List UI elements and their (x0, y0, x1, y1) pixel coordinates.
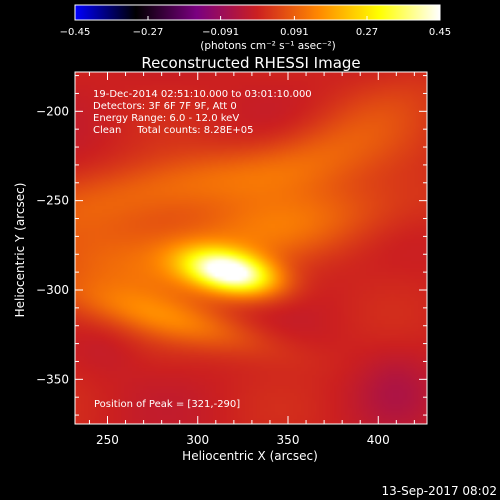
annotation-clean-counts: Clean Total counts: 8.28E+05 (93, 125, 253, 136)
colorbar-tick-label: 0.091 (280, 27, 309, 38)
x-tick-label: 300 (186, 433, 209, 447)
y-tick-label: −250 (36, 194, 69, 208)
annotation-detectors: Detectors: 3F 6F 7F 9F, Att 0 (93, 101, 237, 112)
heatmap-image (75, 72, 427, 424)
footer-timestamp: 13-Sep-2017 08:02 (382, 484, 497, 498)
colorbar-units-label: (photons cm⁻² s⁻¹ asec⁻²) (200, 40, 335, 52)
x-axis-label: Heliocentric X (arcsec) (182, 449, 318, 463)
x-tick-label: 350 (277, 433, 300, 447)
chart-title: Reconstructed RHESSI Image (141, 54, 360, 72)
y-tick-label: −300 (36, 283, 69, 297)
colorbar-tick-label: 0.45 (429, 27, 451, 38)
axes: 250 300 350 400 −200 −250 −300 −350 (36, 72, 427, 447)
colorbar-tick-label: −0.27 (133, 27, 164, 38)
plot-frame (74, 71, 428, 425)
x-tick-label: 400 (367, 433, 390, 447)
y-tick-label: −200 (36, 104, 69, 118)
annotation-block: 19-Dec-2014 02:51:10.000 to 03:01:10.000… (93, 89, 312, 136)
colorbar (74, 4, 441, 21)
annotation-energy-range: Energy Range: 6.0 - 12.0 keV (93, 113, 239, 124)
y-axis-label: Heliocentric Y (arcsec) (13, 183, 27, 318)
colorbar-tick-label: −0.091 (202, 27, 239, 38)
colorbar-ticks: −0.45 −0.27 −0.091 0.091 0.27 0.45 (60, 16, 451, 38)
x-tick-label: 250 (96, 433, 119, 447)
colorbar-tick-label: −0.45 (60, 27, 91, 38)
y-tick-label: −350 (36, 372, 69, 386)
annotation-time-range: 19-Dec-2014 02:51:10.000 to 03:01:10.000 (93, 89, 312, 100)
peak-position-label: Position of Peak = [321,-290] (94, 399, 240, 410)
colorbar-tick-label: 0.27 (356, 27, 378, 38)
